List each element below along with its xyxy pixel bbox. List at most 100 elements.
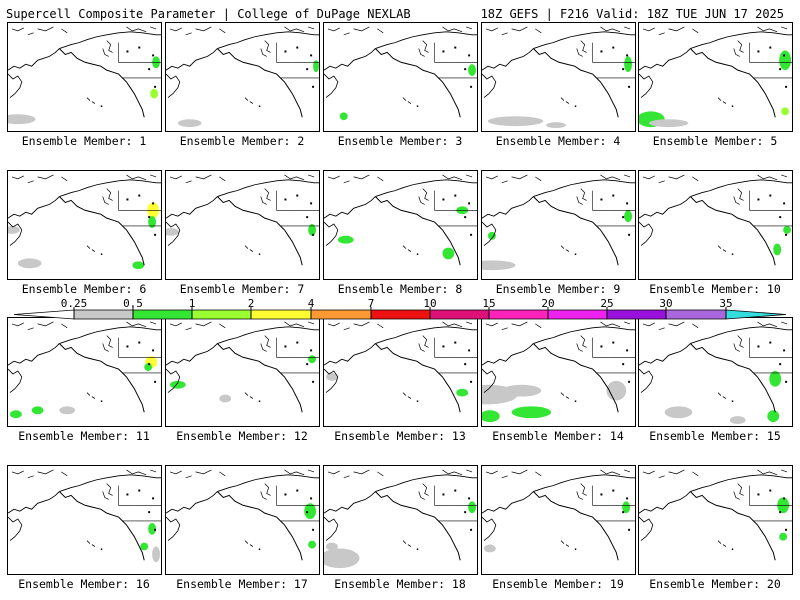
ensemble-map-panel xyxy=(323,317,478,427)
shaded-area xyxy=(624,56,633,73)
shaded-area xyxy=(767,410,780,423)
ensemble-member-label: Ensemble Member: 15 xyxy=(649,429,781,443)
ensemble-member-label: Ensemble Member: 18 xyxy=(334,577,466,591)
coastline-map xyxy=(166,174,319,266)
shaded-area xyxy=(31,406,44,415)
colorbar-segment xyxy=(725,309,787,320)
colorbar-tick-label: 15 xyxy=(482,297,496,310)
ensemble-member-label: Ensemble Member: 1 xyxy=(21,134,147,148)
ensemble-member-label: Ensemble Member: 3 xyxy=(337,134,463,148)
shaded-area xyxy=(779,50,792,71)
ensemble-member-label: Ensemble Member: 11 xyxy=(18,429,150,443)
ensemble-member-label: Ensemble Member: 17 xyxy=(176,577,308,591)
ensemble-map-panel xyxy=(638,317,793,427)
colorbar-segment xyxy=(73,309,134,320)
coastline-map xyxy=(8,321,161,419)
coastline-map xyxy=(166,469,319,561)
chart-title: Supercell Composite Parameter | College … xyxy=(6,7,411,21)
coastline-map xyxy=(639,26,792,128)
colorbar-segment xyxy=(191,309,252,320)
coastline-map xyxy=(639,469,792,561)
shaded-area xyxy=(9,410,22,419)
ensemble-member-label: Ensemble Member: 19 xyxy=(492,577,624,591)
ensemble-member-label: Ensemble Member: 13 xyxy=(334,429,466,443)
shaded-area xyxy=(152,546,161,563)
coastline-map xyxy=(482,321,635,423)
shaded-area xyxy=(150,88,159,99)
shaded-area xyxy=(17,258,42,269)
ensemble-map-panel xyxy=(165,317,320,427)
shaded-area xyxy=(468,64,477,77)
shaded-area xyxy=(624,210,633,223)
shaded-area xyxy=(483,544,496,553)
ensemble-member-label: Ensemble Member: 20 xyxy=(649,577,781,591)
ensemble-member-label: Ensemble Member: 6 xyxy=(21,282,147,296)
shaded-area xyxy=(781,107,790,116)
shaded-area xyxy=(8,114,36,125)
colorbar-tick-label: 0.25 xyxy=(60,297,88,310)
shaded-area xyxy=(308,224,317,236)
ensemble-member-label: Ensemble Member: 16 xyxy=(18,577,150,591)
ensemble-member-label: Ensemble Member: 14 xyxy=(492,429,624,443)
ensemble-map-panel xyxy=(638,22,793,132)
coastline-map xyxy=(8,174,161,270)
shaded-area xyxy=(8,225,20,234)
shaded-area xyxy=(148,216,157,228)
ensemble-member-label: Ensemble Member: 10 xyxy=(649,282,781,296)
ensemble-map-panel xyxy=(323,465,478,575)
colorbar-segment xyxy=(547,309,608,320)
coastline-map xyxy=(324,469,477,569)
ensemble-map-panel xyxy=(481,465,636,575)
color-legend xyxy=(13,307,787,320)
shaded-area xyxy=(325,372,338,381)
colorbar-tick-label: 20 xyxy=(541,297,555,310)
ensemble-member-label: Ensemble Member: 4 xyxy=(495,134,621,148)
shaded-area xyxy=(648,119,689,128)
shaded-area xyxy=(304,503,317,520)
shaded-area xyxy=(487,116,544,127)
ensemble-member-label: Ensemble Member: 8 xyxy=(337,282,463,296)
ensemble-member-label: Ensemble Member: 2 xyxy=(179,134,305,148)
ensemble-member-label: Ensemble Member: 7 xyxy=(179,282,305,296)
coastline-map xyxy=(166,321,319,413)
ensemble-map-panel xyxy=(481,170,636,280)
ensemble-map-panel xyxy=(638,465,793,575)
ensemble-member-label: Ensemble Member: 5 xyxy=(652,134,778,148)
shaded-area xyxy=(664,406,693,419)
shaded-area xyxy=(482,260,516,271)
coastline-map xyxy=(8,26,161,125)
colorbar-segment xyxy=(370,309,431,320)
ensemble-map-panel xyxy=(323,22,478,132)
colorbar-segment xyxy=(132,309,193,320)
shaded-area xyxy=(779,532,788,541)
ensemble-map-panel xyxy=(7,465,162,575)
shaded-area xyxy=(511,406,552,419)
shaded-area xyxy=(501,384,542,397)
ensemble-map-panel xyxy=(481,317,636,427)
ensemble-map-panel xyxy=(7,317,162,427)
colorbar-tick-label: 25 xyxy=(600,297,614,310)
ensemble-member-label: Ensemble Member: 9 xyxy=(495,282,621,296)
shaded-area xyxy=(769,371,782,387)
shaded-area xyxy=(308,355,317,364)
colorbar-tick-label: 10 xyxy=(423,297,437,310)
shaded-area xyxy=(487,231,496,240)
shaded-area xyxy=(337,235,354,244)
shaded-area xyxy=(339,112,348,121)
colorbar-segment xyxy=(606,309,667,320)
colorbar-segment xyxy=(250,309,312,320)
colorbar-tick-label: 7 xyxy=(367,297,375,310)
coastline-map xyxy=(639,321,792,425)
shaded-area xyxy=(140,542,149,551)
shaded-area xyxy=(219,394,232,403)
shaded-area xyxy=(59,406,76,415)
colorbar-tick-label: 35 xyxy=(719,297,733,310)
shaded-area xyxy=(148,522,157,535)
shaded-area xyxy=(169,380,186,389)
shaded-area xyxy=(442,247,455,260)
coastline-map xyxy=(324,174,477,266)
run-info: 18Z GEFS | F216 Valid: 18Z TUE JUN 17 20… xyxy=(480,7,784,21)
ensemble-member-label: Ensemble Member: 12 xyxy=(176,429,308,443)
colorbar-segment xyxy=(665,309,727,320)
colorbar-tick-label: 4 xyxy=(307,297,315,310)
